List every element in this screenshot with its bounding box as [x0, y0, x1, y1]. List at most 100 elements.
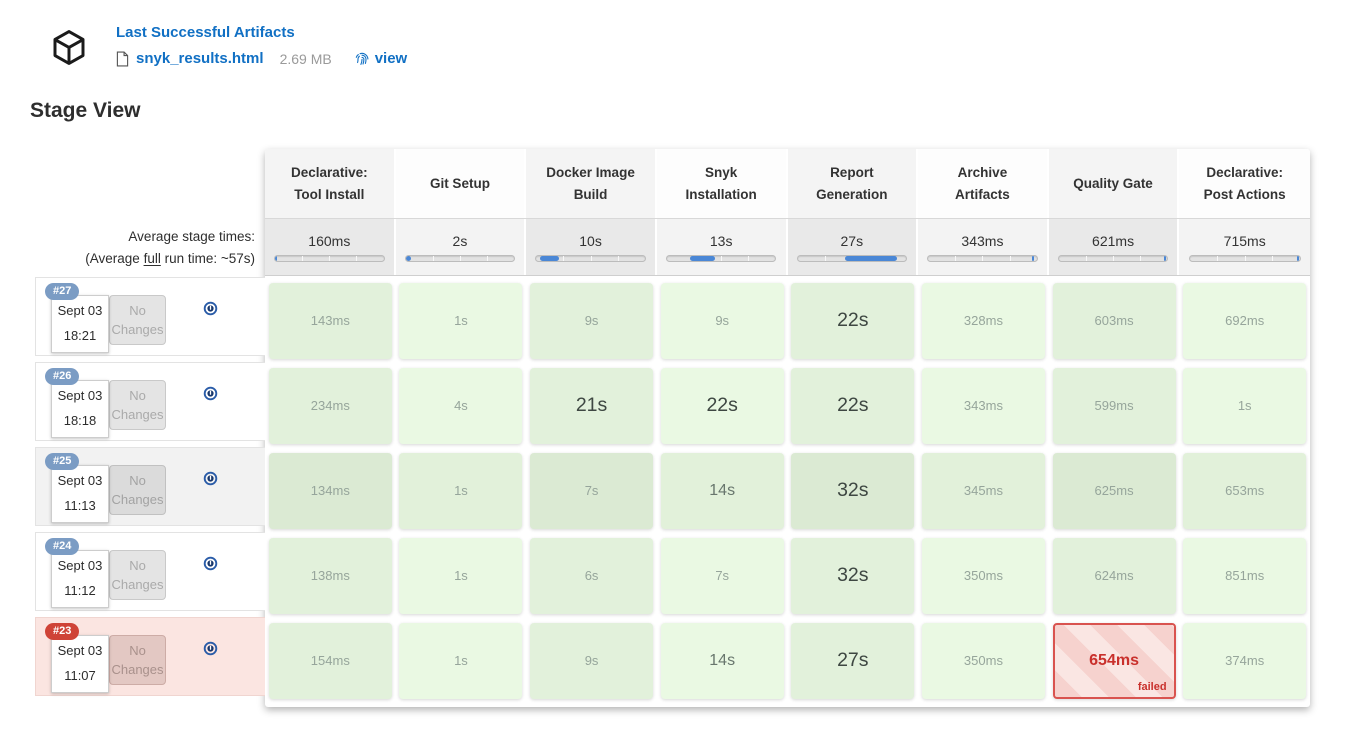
stage-cell[interactable]: 1s — [1183, 367, 1307, 444]
stage-cell[interactable]: 9s — [660, 282, 784, 359]
stage-duration: 138ms — [310, 568, 350, 583]
average-time-value: 621ms — [1092, 232, 1135, 249]
average-times-row: 160ms 2s 10s 13s 27s 343ms 621ms 715ms — [265, 219, 1310, 276]
stage-duration: 653ms — [1225, 483, 1265, 498]
build-date[interactable]: Sept 03 18:21 — [51, 295, 109, 353]
stage-duration: 14s — [709, 651, 736, 669]
artifact-file-link[interactable]: snyk_results.html — [136, 50, 264, 67]
build-date[interactable]: Sept 03 11:12 — [51, 550, 109, 608]
stage-cell[interactable]: 851ms — [1183, 537, 1307, 614]
stage-duration: 27s — [837, 649, 869, 671]
average-time-value: 343ms — [961, 232, 1004, 249]
stage-cell[interactable]: 21s — [530, 367, 654, 444]
stage-cell[interactable]: 14s — [660, 452, 784, 529]
average-cell-archive-artifacts: 343ms — [918, 219, 1049, 275]
stage-timeline-bar — [1057, 254, 1169, 262]
stage-cell[interactable]: 599ms — [1052, 367, 1176, 444]
bar-fill — [275, 255, 277, 261]
stage-cell[interactable]: 7s — [530, 452, 654, 529]
stage-cell[interactable]: 234ms — [268, 367, 392, 444]
build-row-24: #24 Sept 03 11:12 No Changes — [35, 531, 265, 616]
average-cell-declarative-post-actions: 715ms — [1179, 219, 1310, 275]
stage-cell[interactable]: 625ms — [1052, 452, 1176, 529]
stage-cell[interactable]: 27s — [791, 622, 915, 699]
artifacts-title-link[interactable]: Last Successful Artifacts — [116, 24, 295, 41]
build-date-time: 11:13 — [64, 498, 96, 513]
stage-cell[interactable]: 9s — [530, 282, 654, 359]
stage-duration: 32s — [837, 564, 869, 586]
stage-duration: 21s — [575, 394, 608, 416]
stage-duration: 603ms — [1094, 313, 1134, 328]
stage-cell[interactable]: 22s — [791, 367, 915, 444]
stage-cell[interactable]: 1s — [399, 282, 523, 359]
stage-cell[interactable]: 14s — [660, 622, 784, 699]
stage-cell[interactable]: 603ms — [1052, 282, 1176, 359]
document-icon — [116, 50, 129, 67]
average-cell-git-setup: 2s — [395, 219, 527, 275]
stage-cell[interactable]: 624ms — [1052, 537, 1176, 614]
average-cell-snyk-installation: 13s — [656, 219, 788, 275]
build-date-day: Sept 03 — [57, 388, 103, 403]
stage-cell[interactable]: 22s — [791, 282, 915, 359]
build-badge[interactable]: #24 — [45, 538, 80, 555]
stage-duration: 350ms — [963, 653, 1003, 668]
clock-icon[interactable] — [203, 386, 218, 401]
stage-cell[interactable]: 328ms — [921, 282, 1045, 359]
stage-cell[interactable]: 350ms — [921, 537, 1045, 614]
build-date[interactable]: Sept 03 11:07 — [51, 635, 109, 693]
build-date-time: 18:21 — [63, 328, 97, 343]
stage-cell[interactable]: 692ms — [1183, 282, 1307, 359]
average-stage-times-text: Average stage times: — [128, 228, 255, 244]
stage-cell[interactable]: 6s — [530, 537, 654, 614]
stage-cell[interactable]: 138ms — [268, 537, 392, 614]
build-badge[interactable]: #23 — [45, 623, 80, 640]
stage-cell[interactable]: 350ms — [921, 622, 1045, 699]
stage-cell[interactable]: 134ms — [268, 452, 392, 529]
stage-cell[interactable]: 345ms — [921, 452, 1045, 529]
stage-cell[interactable]: 22s — [660, 367, 784, 444]
stage-timeline-bar — [404, 254, 516, 262]
stage-cell[interactable]: 653ms — [1183, 452, 1307, 529]
bar-divider — [1244, 255, 1246, 261]
clock-icon[interactable] — [203, 556, 218, 571]
stage-cell[interactable]: 1s — [399, 452, 523, 529]
stages-pane: Declarative: Tool Install Git Setup Docker… — [265, 149, 1310, 707]
build-badge[interactable]: #26 — [45, 368, 80, 385]
stage-duration: 143ms — [310, 313, 350, 328]
stage-cell[interactable]: 9s — [530, 622, 654, 699]
average-time-value: 2s — [452, 232, 468, 249]
stage-cell[interactable]: 654ms failed — [1052, 622, 1176, 699]
stage-cell[interactable]: 32s — [791, 537, 915, 614]
clock-icon[interactable] — [203, 641, 218, 656]
build-label-box-26: #26 Sept 03 18:18 No Changes — [35, 362, 265, 441]
stage-cell[interactable]: 1s — [399, 537, 523, 614]
build-badge[interactable]: #25 — [45, 453, 80, 470]
stage-cell[interactable]: 343ms — [921, 367, 1045, 444]
stage-cell[interactable]: 143ms — [268, 282, 392, 359]
build-row-27: #27 Sept 03 18:21 No Changes — [35, 276, 265, 361]
bar-divider — [487, 255, 489, 261]
stage-cell[interactable]: 374ms — [1183, 622, 1307, 699]
stage-header-archive-artifacts: Archive Artifacts — [918, 149, 1049, 218]
bar-divider — [955, 255, 957, 261]
stage-cell[interactable]: 4s — [399, 367, 523, 444]
bar-divider — [721, 255, 723, 261]
average-time-value: 160ms — [308, 232, 351, 249]
stage-duration: 851ms — [1225, 568, 1265, 583]
stage-cell[interactable]: 154ms — [268, 622, 392, 699]
stage-duration: 1s — [454, 653, 468, 668]
stage-timeline-bar — [1188, 254, 1301, 262]
average-run-time-text: (Average full run time: ~57s) — [85, 250, 255, 266]
stage-cell[interactable]: 7s — [660, 537, 784, 614]
stage-timeline-bar — [274, 254, 385, 262]
stage-cell[interactable]: 1s — [399, 622, 523, 699]
build-date[interactable]: Sept 03 18:18 — [51, 380, 109, 438]
build-date[interactable]: Sept 03 11:13 — [51, 465, 109, 523]
build-badge[interactable]: #27 — [45, 283, 80, 300]
clock-icon[interactable] — [203, 301, 218, 316]
clock-icon[interactable] — [203, 471, 218, 486]
stage-cell[interactable]: 32s — [791, 452, 915, 529]
stage-header-row: Declarative: Tool Install Git Setup Docker… — [265, 149, 1310, 219]
view-link[interactable]: view — [374, 50, 408, 67]
